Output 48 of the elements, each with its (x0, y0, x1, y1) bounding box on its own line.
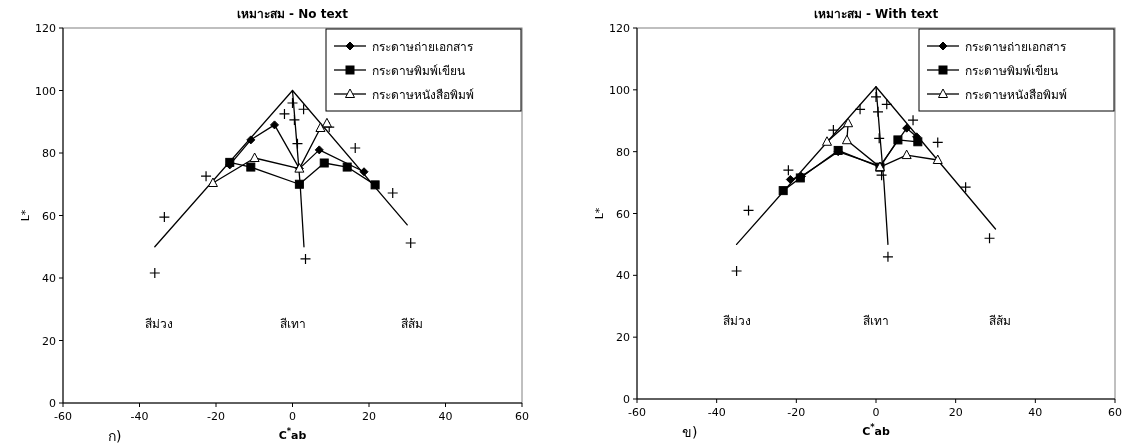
legend-label: กระดาษพิมพ์เขียน (372, 64, 465, 78)
x-tick-label: -40 (707, 406, 726, 419)
y-tick-label: 100 (609, 83, 630, 97)
y-tick-label: 60 (42, 209, 56, 223)
x-axis-title: C$^{*}$ab (862, 422, 890, 438)
y-tick-label: 80 (616, 145, 630, 159)
x-tick-label: -20 (787, 406, 806, 419)
y-axis-title: L* (19, 209, 32, 222)
y-tick-label: 100 (35, 84, 56, 98)
x-tick-label: 0 (872, 406, 880, 419)
y-tick-label: 0 (623, 393, 630, 406)
text: ข) (682, 424, 698, 440)
legend-label: กระดาษหนังสือพิมพ์ (372, 88, 474, 102)
x-tick-label: -60 (628, 406, 646, 419)
x-tick-label: 60 (515, 410, 529, 423)
y-tick-label: 20 (616, 331, 630, 345)
x-tick-label: 60 (1108, 406, 1122, 419)
x-axis-title: C$^{*}$ab (278, 426, 307, 442)
y-axis-title: L* (593, 207, 606, 220)
annotation: สีเทา (279, 317, 306, 331)
annotation: สีเทา (863, 313, 889, 328)
x-tick-label: 40 (438, 410, 453, 423)
x-tick-label: -40 (130, 410, 149, 423)
x-tick-label: 20 (948, 406, 963, 419)
text: ก) (108, 428, 122, 444)
y-tick-label: 40 (42, 272, 56, 285)
x-tick-label: 0 (289, 410, 296, 423)
y-tick-label: 80 (42, 147, 56, 160)
chart-title: เหมาะสม - No text (236, 7, 349, 21)
y-tick-label: 40 (616, 269, 630, 283)
x-tick-label: 20 (362, 410, 376, 423)
y-tick-label: 0 (49, 397, 56, 410)
y-tick-label: 120 (609, 22, 630, 35)
chart-title: เหมาะสม - With text (813, 7, 939, 21)
y-tick-label: 120 (35, 22, 56, 35)
x-tick-label: -60 (54, 410, 72, 423)
annotation: สีส้ม (400, 317, 423, 331)
x-tick-label: 40 (1028, 406, 1043, 419)
y-tick-label: 60 (616, 207, 630, 221)
x-tick-label: -20 (207, 410, 225, 423)
annotation: สีม่วง (723, 313, 752, 328)
legend-label: กระดาษถ่ายเอกสาร (372, 40, 474, 54)
legend-label: กระดาษพิมพ์เขียน (965, 64, 1058, 78)
annotation: สีม่วง (145, 317, 174, 331)
annotation: สีส้ม (989, 313, 1012, 328)
legend-label: กระดาษถ่ายเอกสาร (965, 40, 1067, 54)
legend-label: กระดาษหนังสือพิมพ์ (965, 88, 1067, 102)
y-tick-label: 20 (42, 334, 56, 348)
